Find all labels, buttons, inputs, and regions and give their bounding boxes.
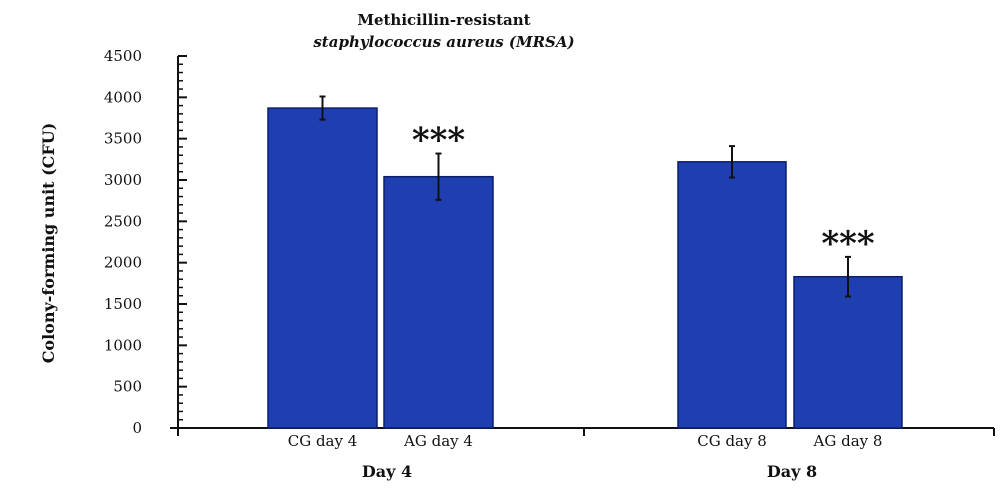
bar: [677, 161, 787, 429]
y-tick-label: 1500: [104, 295, 142, 313]
bars: [267, 95, 903, 429]
y-axis-label: Colony-forming unit (CFU): [39, 123, 58, 364]
bar: [383, 175, 494, 429]
labels: 0 500 1000 1500 2000 2500 3000 3500 4000 4500 CG d…: [104, 47, 883, 481]
x-tick-label: CG day 4: [288, 432, 358, 450]
bar: [793, 275, 903, 429]
y-tick-label: 1000: [104, 336, 142, 354]
y-tick-label: 4000: [104, 88, 142, 106]
y-tick-label: 0: [132, 419, 142, 437]
chart-title: Methicillin-resistant: [357, 11, 530, 29]
group-label: Day 8: [767, 462, 817, 481]
y-tick-label: 4500: [104, 47, 142, 65]
y-tick-label: 2500: [104, 212, 142, 230]
y-tick-label: 2000: [104, 254, 142, 272]
group-label: Day 4: [362, 462, 412, 481]
x-tick-label: CG day 8: [697, 432, 767, 450]
bar: [267, 107, 378, 429]
significance-marker: ***: [412, 121, 466, 161]
x-tick-label: AG day 8: [813, 432, 883, 450]
x-tick-label: AG day 4: [403, 432, 473, 450]
chart-subtitle: staphylococcus aureus (MRSA): [313, 33, 574, 51]
significance-marker: ***: [821, 224, 875, 264]
y-tick-label: 3500: [104, 130, 142, 148]
y-tick-label: 3000: [104, 171, 142, 189]
y-tick-label: 500: [113, 378, 142, 396]
